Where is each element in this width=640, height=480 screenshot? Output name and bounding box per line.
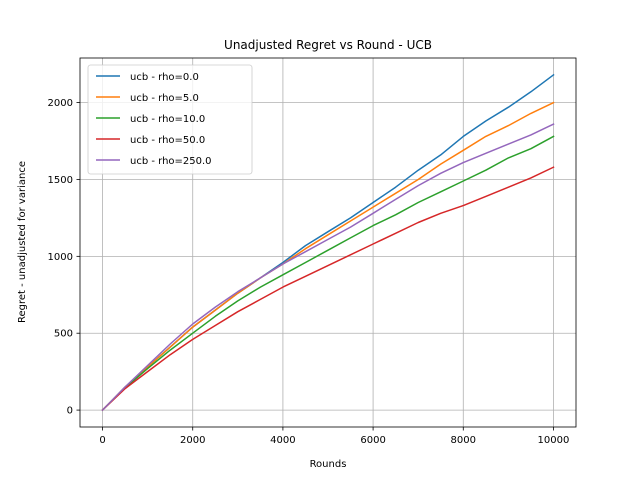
legend-label: ucb - rho=10.0: [130, 114, 205, 125]
x-tick-label: 4000: [270, 435, 295, 446]
x-tick-label: 0: [99, 435, 105, 446]
legend-label: ucb - rho=50.0: [130, 135, 205, 146]
series-line: [101, 101, 555, 412]
series-line: [101, 166, 555, 412]
x-tick-label: 2000: [180, 435, 205, 446]
legend-box: [87, 64, 253, 175]
x-tick-label: 6000: [360, 435, 385, 446]
series-line: [101, 135, 555, 412]
y-axis-label: Regret - unadjusted for variance: [17, 161, 28, 323]
legend-label: ucb - rho=0.0: [130, 72, 199, 83]
x-tick-label: 8000: [451, 435, 476, 446]
y-tick-label: 1000: [48, 252, 73, 263]
legend: ucb - rho=0.0 ucb - rho=5.0 ucb - rho=10.0…: [87, 64, 253, 175]
chart-title: Unadjusted Regret vs Round - UCB: [224, 38, 432, 52]
plot-frame: [79, 57, 577, 428]
y-tick-label: 500: [54, 329, 73, 340]
series-line: [101, 123, 555, 412]
series-lines: [101, 73, 555, 412]
grid: [80, 58, 576, 427]
y-tick-label: 1500: [48, 175, 73, 186]
x-tick-label: 10000: [538, 435, 570, 446]
y-tick-label: 0: [67, 406, 73, 417]
legend-label: ucb - rho=5.0: [130, 93, 199, 104]
y-tick-label: 2000: [48, 98, 73, 109]
legend-label: ucb - rho=250.0: [130, 156, 212, 167]
axis-ticks: 0 2000 4000 6000 8000 10000 0 500 1000 1500 2000: [48, 98, 570, 446]
x-axis-label: Rounds: [310, 459, 347, 470]
